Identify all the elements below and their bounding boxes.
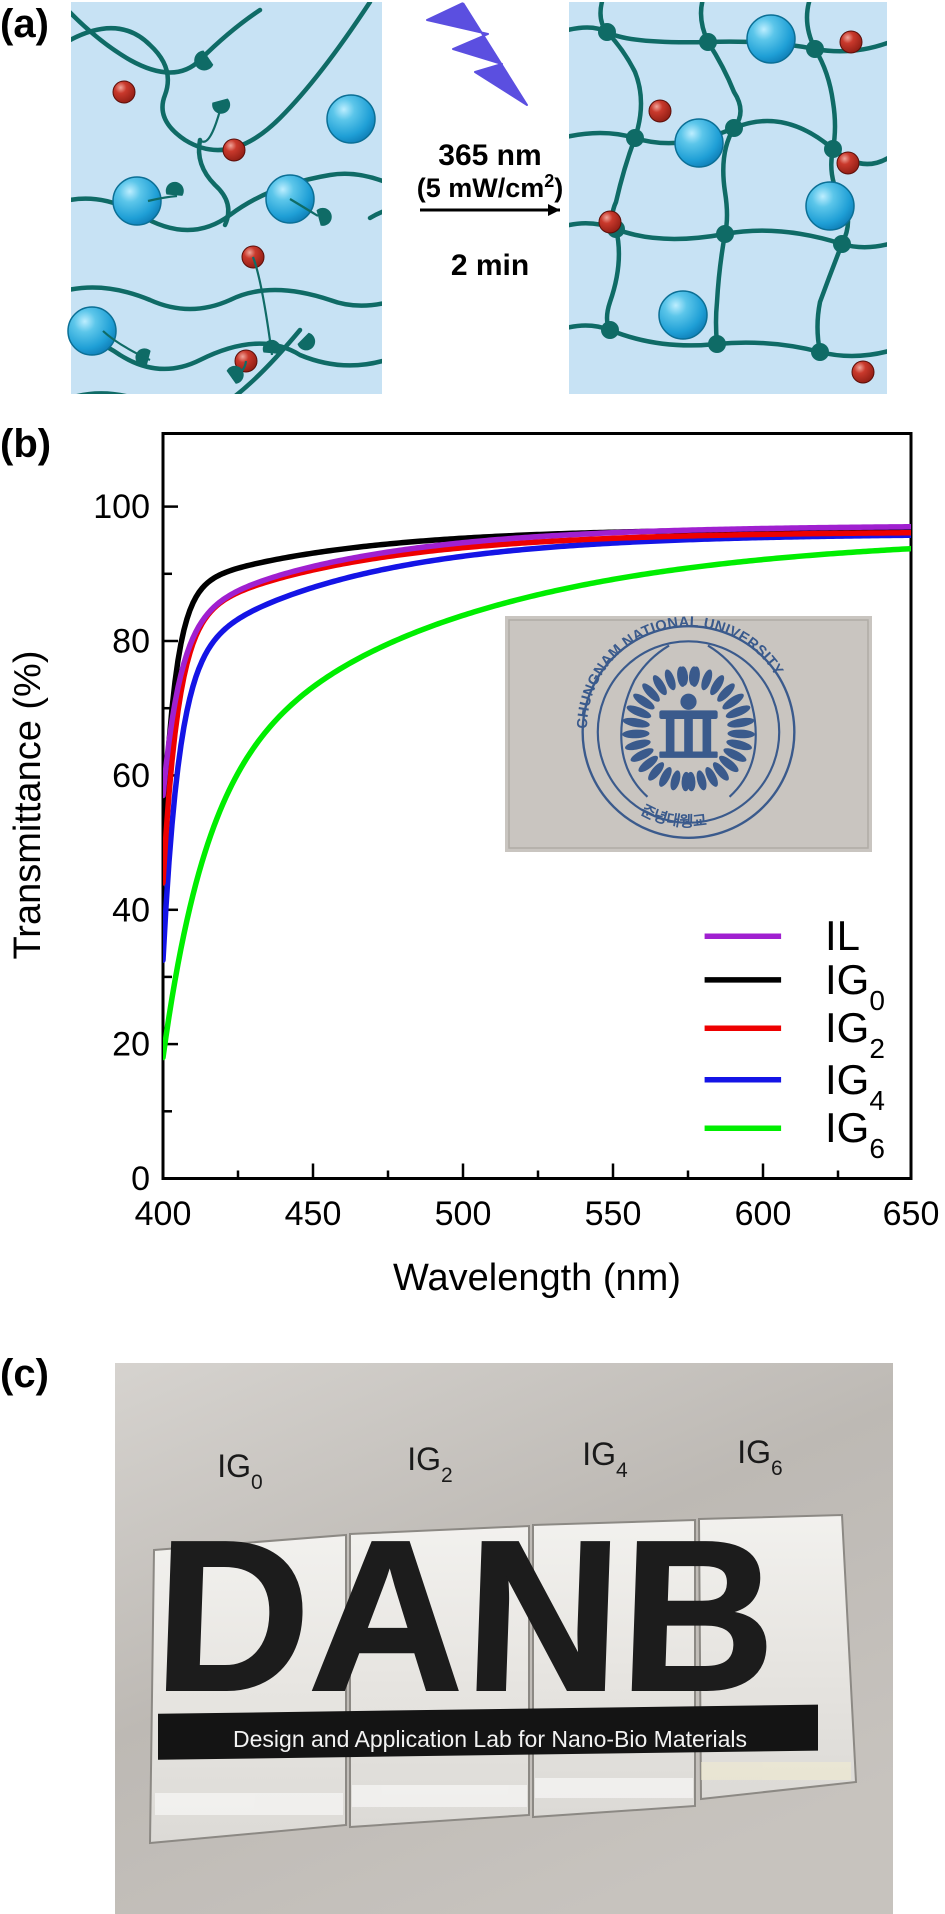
svg-text:DANB: DANB: [151, 1495, 780, 1736]
svg-text:600: 600: [735, 1195, 792, 1233]
svg-text:Design and Application Lab for: Design and Application Lab for Nano-Bio …: [233, 1726, 747, 1752]
svg-text:0: 0: [131, 1160, 150, 1198]
svg-text:60: 60: [112, 757, 150, 795]
svg-text:Wavelength (nm): Wavelength (nm): [393, 1257, 681, 1299]
svg-text:450: 450: [285, 1195, 342, 1233]
svg-text:550: 550: [585, 1195, 642, 1233]
svg-text:650: 650: [883, 1195, 940, 1233]
svg-text:500: 500: [435, 1195, 492, 1233]
svg-text:IL: IL: [825, 912, 860, 959]
svg-text:80: 80: [112, 623, 150, 661]
svg-text:2 min: 2 min: [451, 249, 529, 282]
svg-text:400: 400: [135, 1195, 192, 1233]
svg-text:Transmittance (%): Transmittance (%): [7, 651, 49, 960]
svg-text:(5 mW/cm2): (5 mW/cm2): [417, 171, 564, 203]
svg-text:40: 40: [112, 891, 150, 929]
svg-text:365 nm: 365 nm: [438, 139, 541, 172]
svg-text:20: 20: [112, 1026, 150, 1064]
svg-text:100: 100: [93, 488, 150, 526]
